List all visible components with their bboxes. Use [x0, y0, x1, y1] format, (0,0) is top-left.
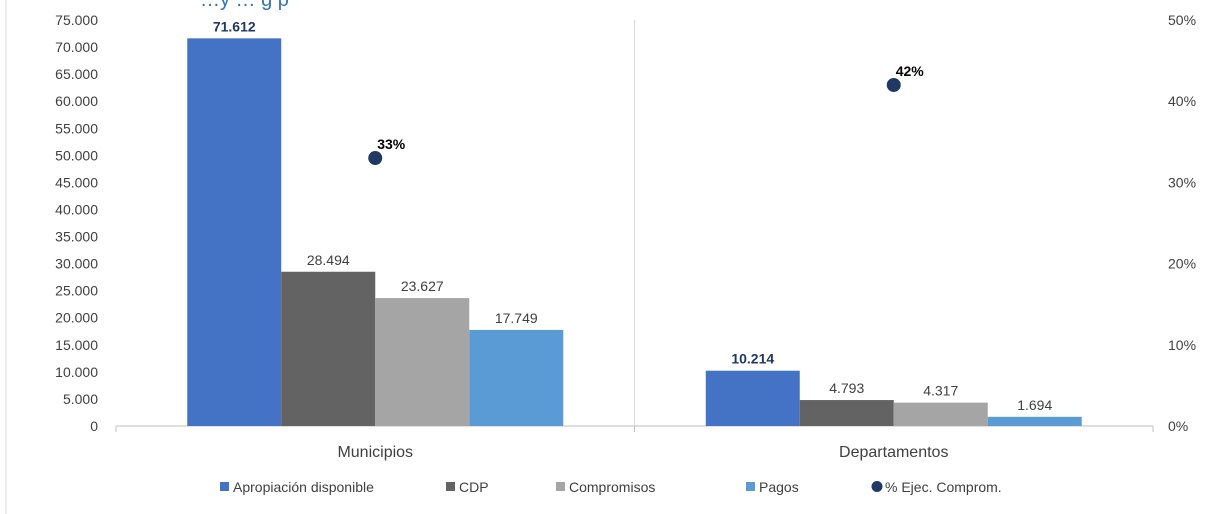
bar-data-label: 23.627 — [401, 278, 444, 294]
y-tick-label: 25.000 — [55, 283, 98, 299]
y-tick-label: 0 — [90, 418, 98, 434]
legend-swatch — [746, 482, 755, 491]
y2-tick-label: 50% — [1168, 12, 1196, 28]
legend-label: CDP — [459, 479, 489, 495]
y-tick-label: 30.000 — [55, 256, 98, 272]
scatter-point — [886, 77, 901, 92]
bar — [987, 416, 1082, 426]
bar — [375, 298, 470, 426]
bar — [187, 38, 282, 427]
bar-data-label: 10.214 — [731, 351, 774, 367]
y-tick-label: 70.000 — [55, 39, 98, 55]
point-data-label: 42% — [896, 63, 925, 79]
y-tick-label: 50.000 — [55, 147, 98, 163]
y2-tick-label: 40% — [1168, 93, 1196, 109]
bar-data-label: 71.612 — [213, 18, 256, 34]
bar-data-label: 1.694 — [1017, 397, 1052, 413]
y-tick-label: 45.000 — [55, 174, 98, 190]
bar — [893, 402, 988, 426]
y-tick-label: 35.000 — [55, 229, 98, 245]
x-category-label: Departamentos — [839, 444, 948, 461]
bar-data-label: 4.317 — [923, 383, 958, 399]
axes: 0 5.000 10.000 15.000 20.000 25.000 30.000 35.0… — [5, 0, 1196, 514]
legend-label: Pagos — [759, 479, 799, 495]
legend-swatch — [556, 482, 565, 491]
bar — [281, 271, 376, 426]
y2-tick-label: 20% — [1168, 256, 1196, 272]
y2-tick-label: 0% — [1168, 418, 1188, 434]
y-tick-label: 20.000 — [55, 310, 98, 326]
legend-label: Apropiación disponible — [233, 479, 374, 495]
chart-title: …y … g p — [200, 0, 289, 11]
y-tick-label: 55.000 — [55, 120, 98, 136]
y2-tick-label: 30% — [1168, 174, 1196, 190]
legend-swatch — [220, 482, 229, 491]
point-data-label: 33% — [377, 136, 406, 152]
y-tick-label: 60.000 — [55, 93, 98, 109]
y-tick-label: 75.000 — [55, 12, 98, 28]
y-tick-label: 40.000 — [55, 201, 98, 217]
bar — [469, 329, 564, 426]
bar — [705, 370, 800, 426]
bar — [799, 400, 894, 426]
scatter-point — [368, 151, 383, 166]
bar-data-label: 4.793 — [829, 380, 864, 396]
y-tick-label: 65.000 — [55, 66, 98, 82]
x-category-label: Municipios — [337, 444, 413, 461]
y-tick-label: 5.000 — [63, 391, 98, 407]
legend-label: Compromisos — [569, 479, 655, 495]
legend-label: % Ejec. Comprom. — [885, 479, 1002, 495]
bar-data-label: 17.749 — [495, 310, 538, 326]
legend-swatch — [446, 482, 455, 491]
y-tick-label: 10.000 — [55, 364, 98, 380]
y-tick-label: 15.000 — [55, 337, 98, 353]
y2-tick-label: 10% — [1168, 337, 1196, 353]
legend-marker — [871, 481, 883, 492]
points: 33% 42% — [368, 63, 925, 166]
bar-data-label: 28.494 — [307, 252, 350, 268]
bars: 71.612 28.494 23.627 17.749 10.214 4.793 4.317… — [187, 18, 1082, 427]
legend: Apropiación disponible CDP Compromisos Pago… — [220, 479, 1002, 495]
